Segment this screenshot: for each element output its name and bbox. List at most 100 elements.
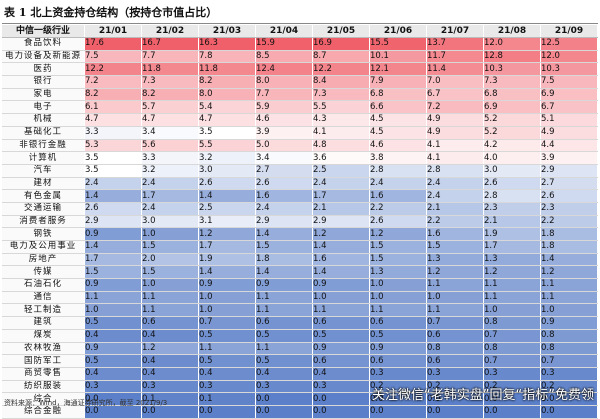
value-cell: 0.4 xyxy=(255,367,313,381)
value-cell: 6.8 xyxy=(369,88,427,102)
value-cell: 1.6 xyxy=(426,227,484,241)
value-cell: 6.1 xyxy=(84,100,142,115)
value-cell: 12.8 xyxy=(483,50,541,64)
value-cell: 1.4 xyxy=(84,189,142,203)
value-cell: 0.5 xyxy=(198,329,256,343)
industry-cell: 银行 xyxy=(2,75,85,89)
value-cell: 2.6 xyxy=(483,177,541,191)
value-cell: 0.9 xyxy=(84,342,142,356)
value-cell: 5.0 xyxy=(255,139,313,153)
value-cell: 2.4 xyxy=(312,177,370,191)
source-note: 资料来源：Wind，海通证券研究所，截至 2021/9/3 xyxy=(4,399,168,407)
table-row: 农林牧渔 0.9 1.2 1.1 1.1 0.9 0.9 0.8 0.8 0.8 xyxy=(2,342,598,356)
table-row: 通信 1.1 1.1 1.0 1.1 1.0 1.0 1.0 1.1 1.1 xyxy=(2,291,598,305)
value-cell: 1.1 xyxy=(141,303,199,318)
value-cell: 1.4 xyxy=(312,240,370,254)
value-cell: 3.6 xyxy=(312,151,370,165)
value-cell: 0.3 xyxy=(483,367,541,381)
value-cell: 12.0 xyxy=(540,50,598,64)
value-cell: 5.5 xyxy=(312,100,370,115)
value-cell: 0.0 xyxy=(483,392,541,406)
value-cell: 2.9 xyxy=(255,215,313,229)
table-row: 房地产 1.7 2.0 1.9 1.8 1.6 1.5 1.3 1.3 1.4 xyxy=(2,253,598,267)
value-cell: 5.1 xyxy=(540,113,598,127)
value-cell: 1.1 xyxy=(426,303,484,318)
value-cell: 1.1 xyxy=(141,291,199,305)
value-cell: 2.5 xyxy=(198,202,256,216)
value-cell: 7.2 xyxy=(426,100,484,115)
industry-cell: 房地产 xyxy=(2,253,85,267)
value-cell: 3.1 xyxy=(198,215,256,229)
industry-cell: 家电 xyxy=(2,88,85,102)
table-row: 建筑 0.5 0.6 0.7 0.6 0.6 0.6 0.7 0.8 0.9 xyxy=(2,316,598,330)
industry-cell: 医药 xyxy=(2,62,85,77)
table-title: 表 1 北上资金持仓结构（按持仓市值占比） xyxy=(4,6,218,19)
value-cell: 1.5 xyxy=(84,265,142,280)
value-cell: 5.9 xyxy=(255,100,313,115)
table-row: 钢铁 0.9 1.0 1.2 1.4 1.2 1.2 1.6 1.9 1.8 xyxy=(2,227,598,241)
value-cell: 2.6 xyxy=(540,189,598,203)
value-cell: 1.2 xyxy=(426,265,484,280)
table-row: 纺织服装 0.3 0.3 0.3 0.3 0.3 0.2 0.2 0.2 0.2 xyxy=(2,380,598,394)
value-cell: 2.8 xyxy=(483,189,541,203)
value-cell: 1.1 xyxy=(369,303,427,318)
value-cell: 2.9 xyxy=(312,215,370,229)
value-cell: 1.3 xyxy=(369,265,427,280)
value-cell: 0.8 xyxy=(426,342,484,356)
value-cell: 0.4 xyxy=(141,354,199,368)
table-row: 机械 4.7 4.7 4.7 4.6 4.3 4.5 4.9 5.2 5.1 xyxy=(2,113,598,127)
value-cell: 3.0 xyxy=(198,164,256,178)
value-cell: 1.6 xyxy=(369,189,427,203)
value-cell: 1.1 xyxy=(84,291,142,305)
value-cell: 1.0 xyxy=(312,291,370,305)
value-cell: 0.5 xyxy=(84,354,142,368)
industry-cell: 农林牧渔 xyxy=(2,342,85,356)
value-cell: 1.4 xyxy=(540,253,598,267)
month-column-header: 21/06 xyxy=(369,25,427,38)
value-cell: 8.4 xyxy=(312,75,370,89)
value-cell: 2.4 xyxy=(141,202,199,216)
month-column-header: 21/04 xyxy=(255,25,313,38)
value-cell: 1.5 xyxy=(369,253,427,267)
value-cell: 0.3 xyxy=(426,367,484,381)
value-cell: 0.6 xyxy=(369,316,427,330)
value-cell: 0.5 xyxy=(312,329,370,343)
value-cell: 0.3 xyxy=(369,367,427,381)
value-cell: 0.4 xyxy=(141,329,199,343)
value-cell: 5.2 xyxy=(483,113,541,127)
value-cell: 2.6 xyxy=(369,215,427,229)
value-cell: 2.1 xyxy=(483,215,541,229)
value-cell: 0.6 xyxy=(369,354,427,368)
value-cell: 0.7 xyxy=(540,354,598,368)
value-cell: 5.5 xyxy=(198,139,256,153)
value-cell: 1.7 xyxy=(141,189,199,203)
value-cell: 0.0 xyxy=(540,392,598,406)
value-cell: 1.0 xyxy=(369,278,427,292)
value-cell: 2.2 xyxy=(540,215,598,229)
value-cell: 0.0 xyxy=(255,392,313,406)
value-cell: 0.3 xyxy=(540,367,598,381)
value-cell: 10.3 xyxy=(483,62,541,77)
value-cell: 3.9 xyxy=(540,151,598,165)
value-cell: 0.3 xyxy=(312,380,370,394)
value-cell: 0.6 xyxy=(426,354,484,368)
value-cell: 2.6 xyxy=(198,177,256,191)
value-cell: 7.3 xyxy=(141,75,199,89)
value-cell: 0.7 xyxy=(483,354,541,368)
value-cell: 3.4 xyxy=(141,126,199,140)
table-row: 电子 6.1 5.7 5.4 5.9 5.5 6.6 7.2 6.9 6.7 xyxy=(2,100,598,115)
industry-cell: 计算机 xyxy=(2,151,85,165)
value-cell: 0.2 xyxy=(369,380,427,394)
value-cell: 7.7 xyxy=(255,88,313,102)
value-cell: 1.1 xyxy=(255,303,313,318)
value-cell: 12.0 xyxy=(483,37,541,51)
value-cell: 6.9 xyxy=(540,88,598,102)
table-row: 电力设备及新能源 7.5 7.7 7.8 8.5 8.7 10.1 11.7 12.8 12.0 xyxy=(2,50,598,64)
value-cell: 15.9 xyxy=(255,37,313,51)
value-cell: 4.4 xyxy=(540,139,598,153)
value-cell: 2.0 xyxy=(141,253,199,267)
value-cell: 2.8 xyxy=(426,164,484,178)
value-cell: 7.3 xyxy=(312,88,370,102)
value-cell: 17.6 xyxy=(84,37,142,51)
value-cell: 4.1 xyxy=(312,126,370,140)
